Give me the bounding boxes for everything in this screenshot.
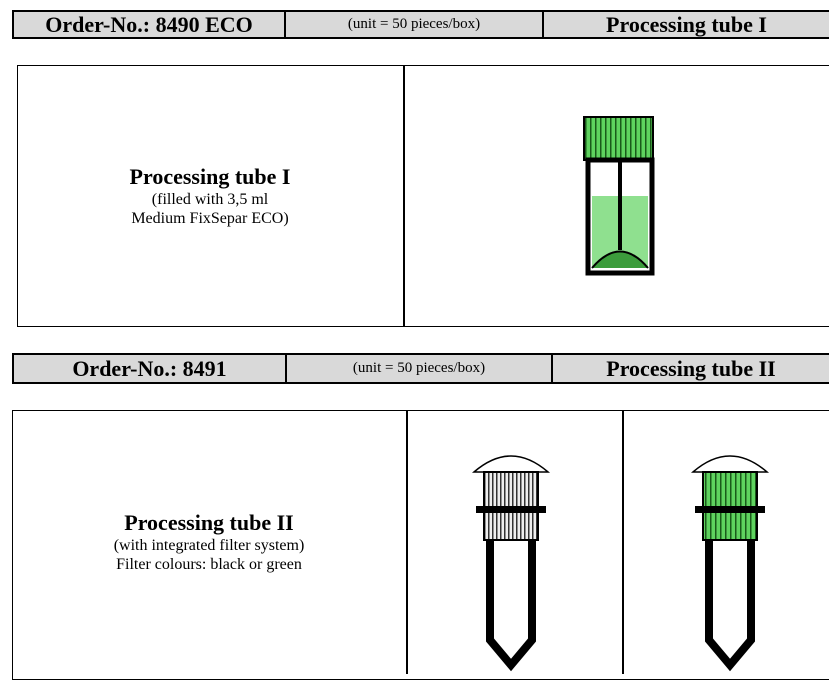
unit: (unit = 50 pieces/box) (284, 10, 544, 39)
product-name: Processing tube I (542, 10, 829, 39)
divider (406, 410, 408, 674)
tube-image (690, 455, 770, 672)
product-name: Processing tube II (551, 353, 829, 384)
product-box (17, 65, 829, 327)
order-number: Order-No.: 8491 (12, 353, 287, 384)
tube-image (583, 116, 655, 276)
description: Processing tube II (with integrated filt… (12, 410, 406, 674)
divider (622, 410, 624, 674)
description-line: (with integrated filter system) (113, 537, 305, 554)
description-line: (filled with 3,5 ml (151, 191, 269, 208)
description: Processing tube I (filled with 3,5 ml Me… (17, 65, 403, 327)
description-line: Medium FixSepar ECO) (131, 210, 289, 227)
tube-image (471, 455, 551, 672)
divider (403, 65, 405, 327)
description-title: Processing tube II (124, 510, 294, 535)
description-title: Processing tube I (129, 164, 291, 189)
description-line: Filter colours: black or green (116, 556, 302, 573)
order-number: Order-No.: 8490 ECO (12, 10, 286, 39)
